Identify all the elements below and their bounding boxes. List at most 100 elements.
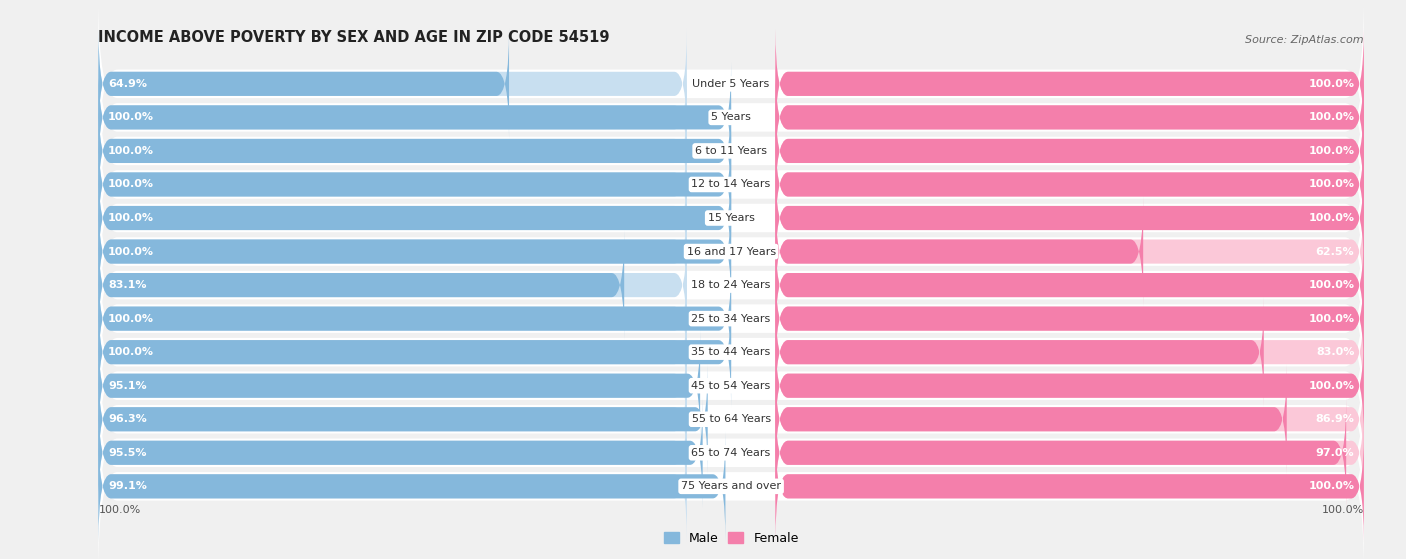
FancyBboxPatch shape <box>776 331 1364 440</box>
FancyBboxPatch shape <box>98 300 1364 472</box>
FancyBboxPatch shape <box>98 63 686 172</box>
Text: 15 Years: 15 Years <box>707 213 755 223</box>
Text: INCOME ABOVE POVERTY BY SEX AND AGE IN ZIP CODE 54519: INCOME ABOVE POVERTY BY SEX AND AGE IN Z… <box>98 30 610 45</box>
FancyBboxPatch shape <box>98 398 703 508</box>
FancyBboxPatch shape <box>98 398 686 508</box>
Text: 95.5%: 95.5% <box>108 448 146 458</box>
Text: 100.0%: 100.0% <box>108 179 153 190</box>
Text: 100.0%: 100.0% <box>1309 213 1354 223</box>
Text: 5 Years: 5 Years <box>711 112 751 122</box>
Legend: Male, Female: Male, Female <box>658 527 804 550</box>
Text: Source: ZipAtlas.com: Source: ZipAtlas.com <box>1246 35 1364 45</box>
FancyBboxPatch shape <box>98 63 731 172</box>
FancyBboxPatch shape <box>776 96 1364 206</box>
FancyBboxPatch shape <box>776 264 1364 373</box>
FancyBboxPatch shape <box>98 297 686 407</box>
FancyBboxPatch shape <box>776 63 1364 172</box>
FancyBboxPatch shape <box>776 163 1364 273</box>
FancyBboxPatch shape <box>98 31 1364 204</box>
FancyBboxPatch shape <box>98 0 1364 170</box>
FancyBboxPatch shape <box>98 197 686 306</box>
FancyBboxPatch shape <box>98 400 1364 559</box>
FancyBboxPatch shape <box>98 29 509 139</box>
FancyBboxPatch shape <box>776 29 1364 139</box>
FancyBboxPatch shape <box>776 264 1364 373</box>
FancyBboxPatch shape <box>776 398 1346 508</box>
Text: 100.0%: 100.0% <box>108 247 153 257</box>
Text: 62.5%: 62.5% <box>1316 247 1354 257</box>
FancyBboxPatch shape <box>776 130 1364 239</box>
FancyBboxPatch shape <box>776 29 1364 139</box>
Text: 100.0%: 100.0% <box>1309 79 1354 89</box>
FancyBboxPatch shape <box>776 297 1264 407</box>
FancyBboxPatch shape <box>98 165 1364 338</box>
FancyBboxPatch shape <box>98 131 1364 304</box>
FancyBboxPatch shape <box>98 230 624 340</box>
Text: 86.9%: 86.9% <box>1316 414 1354 424</box>
Text: 25 to 34 Years: 25 to 34 Years <box>692 314 770 324</box>
Text: 96.3%: 96.3% <box>108 414 146 424</box>
Text: 35 to 44 Years: 35 to 44 Years <box>692 347 770 357</box>
FancyBboxPatch shape <box>98 96 686 206</box>
FancyBboxPatch shape <box>98 333 1364 505</box>
Text: 100.0%: 100.0% <box>1309 179 1354 190</box>
FancyBboxPatch shape <box>98 364 686 474</box>
FancyBboxPatch shape <box>98 130 731 239</box>
Text: 55 to 64 Years: 55 to 64 Years <box>692 414 770 424</box>
FancyBboxPatch shape <box>776 230 1364 340</box>
Text: 83.1%: 83.1% <box>108 280 146 290</box>
Text: 6 to 11 Years: 6 to 11 Years <box>695 146 768 156</box>
FancyBboxPatch shape <box>98 98 1364 271</box>
Text: 97.0%: 97.0% <box>1316 448 1354 458</box>
FancyBboxPatch shape <box>776 163 1364 273</box>
Text: 64.9%: 64.9% <box>108 79 146 89</box>
FancyBboxPatch shape <box>98 266 1364 438</box>
FancyBboxPatch shape <box>98 65 1364 238</box>
FancyBboxPatch shape <box>98 432 686 541</box>
Text: 100.0%: 100.0% <box>1309 314 1354 324</box>
Text: 16 and 17 Years: 16 and 17 Years <box>686 247 776 257</box>
Text: 100.0%: 100.0% <box>1309 381 1354 391</box>
FancyBboxPatch shape <box>776 364 1286 474</box>
FancyBboxPatch shape <box>776 432 1364 541</box>
FancyBboxPatch shape <box>776 432 1364 541</box>
Text: 100.0%: 100.0% <box>108 146 153 156</box>
FancyBboxPatch shape <box>98 331 700 440</box>
FancyBboxPatch shape <box>776 297 1364 407</box>
Text: 100.0%: 100.0% <box>108 314 153 324</box>
Text: 18 to 24 Years: 18 to 24 Years <box>692 280 770 290</box>
FancyBboxPatch shape <box>776 63 1364 172</box>
FancyBboxPatch shape <box>776 398 1364 508</box>
Text: 95.1%: 95.1% <box>108 381 146 391</box>
FancyBboxPatch shape <box>98 163 686 273</box>
FancyBboxPatch shape <box>776 130 1364 239</box>
Text: 100.0%: 100.0% <box>1309 146 1354 156</box>
Text: 100.0%: 100.0% <box>108 112 153 122</box>
FancyBboxPatch shape <box>776 197 1143 306</box>
FancyBboxPatch shape <box>98 331 686 440</box>
Text: 75 Years and over: 75 Years and over <box>681 481 782 491</box>
Text: 83.0%: 83.0% <box>1316 347 1354 357</box>
Text: Under 5 Years: Under 5 Years <box>693 79 769 89</box>
FancyBboxPatch shape <box>98 199 1364 371</box>
Text: 100.0%: 100.0% <box>1309 280 1354 290</box>
Text: 65 to 74 Years: 65 to 74 Years <box>692 448 770 458</box>
Text: 99.1%: 99.1% <box>108 481 146 491</box>
FancyBboxPatch shape <box>98 367 1364 539</box>
Text: 12 to 14 Years: 12 to 14 Years <box>692 179 770 190</box>
FancyBboxPatch shape <box>776 230 1364 340</box>
FancyBboxPatch shape <box>98 364 707 474</box>
Text: 100.0%: 100.0% <box>1309 112 1354 122</box>
FancyBboxPatch shape <box>98 163 731 273</box>
Text: 100.0%: 100.0% <box>108 213 153 223</box>
Text: 100.0%: 100.0% <box>1309 481 1354 491</box>
Text: 45 to 54 Years: 45 to 54 Years <box>692 381 770 391</box>
Text: 100.0%: 100.0% <box>1322 505 1364 515</box>
FancyBboxPatch shape <box>98 230 686 340</box>
FancyBboxPatch shape <box>776 331 1364 440</box>
Text: 100.0%: 100.0% <box>98 505 141 515</box>
FancyBboxPatch shape <box>98 264 686 373</box>
FancyBboxPatch shape <box>98 233 1364 405</box>
FancyBboxPatch shape <box>776 364 1364 474</box>
FancyBboxPatch shape <box>98 297 731 407</box>
